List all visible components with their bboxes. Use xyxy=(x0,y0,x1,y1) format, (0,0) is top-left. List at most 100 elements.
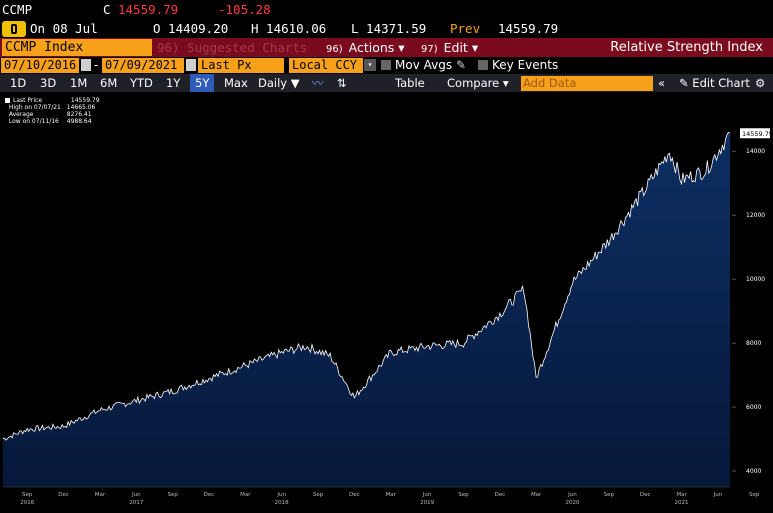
suggested-charts-button[interactable]: 96) Suggested Charts xyxy=(157,40,308,55)
caret-down-icon: ▼ xyxy=(290,76,300,90)
caret-down-icon: ▾ xyxy=(502,76,509,90)
x-month-tick-label: Jun xyxy=(567,492,577,498)
legend-high-label: High on 07/07/21 xyxy=(8,104,61,111)
chart-legend: Last Price 14559.79 High on 07/07/21 146… xyxy=(5,97,100,125)
x-month-tick-label: Sep xyxy=(458,492,469,498)
x-year-tick-label: 2018 xyxy=(275,500,289,506)
start-date-input[interactable]: 07/10/2016 xyxy=(1,58,79,73)
ticker-label: CCMP xyxy=(2,2,33,17)
period-max-button[interactable]: Max xyxy=(224,76,248,90)
edit-menu[interactable]: 97) Edit ▾ xyxy=(421,39,478,56)
x-month-tick-label: Mar xyxy=(676,492,687,498)
legend-high-value: 14665.06 xyxy=(66,104,96,111)
legend-low-label: Low on 07/11/16 xyxy=(8,118,59,125)
x-year-tick-label: 2019 xyxy=(420,500,434,506)
open-value: O 14409.20 xyxy=(153,21,229,36)
prev-value: 14559.79 xyxy=(498,21,559,36)
compare-label: Compare xyxy=(447,76,500,90)
calendar-icon[interactable] xyxy=(81,59,91,71)
period-ytd-button[interactable]: YTD xyxy=(130,76,153,90)
price-line xyxy=(2,131,731,441)
legend-average: Average 8276.41 xyxy=(5,111,100,118)
x-year-tick-label: 2021 xyxy=(675,500,689,506)
last-value-box xyxy=(740,128,770,139)
chart-type-icon[interactable]: ⇅ xyxy=(337,76,347,90)
x-month-tick-label: Sep xyxy=(313,492,324,498)
caret-down-icon: ▾ xyxy=(398,40,405,55)
edit-chart-button[interactable]: ✎ Edit Chart xyxy=(679,74,750,92)
gear-icon[interactable]: ⚙ xyxy=(755,76,766,90)
y-tick-label: 4000 xyxy=(746,468,761,475)
y-tick-label: 8000 xyxy=(746,340,761,347)
end-date-input[interactable]: 07/09/2021 xyxy=(102,58,184,73)
x-month-tick-label: Dec xyxy=(494,492,505,498)
last-value-label: 14559.79 xyxy=(742,130,773,138)
y-tick-label: 14000 xyxy=(746,148,765,155)
close-label: C xyxy=(103,2,111,17)
currency-dropdown-icon[interactable]: ▾ xyxy=(364,59,376,71)
legend-average-label: Average xyxy=(8,111,34,118)
table-button[interactable]: Table xyxy=(395,76,425,90)
edit-number: 97) xyxy=(421,44,438,55)
period-1y-button[interactable]: 1Y xyxy=(166,76,181,90)
price-chart-svg: 4000 6000 8000 10000 12000 14000 14559.79 Sep De… xyxy=(2,128,773,506)
y-tick-label: 10000 xyxy=(746,276,765,283)
legend-last-price-label: Last Price xyxy=(13,97,43,104)
period-1m-button[interactable]: 1M xyxy=(70,76,88,90)
lock-icon[interactable] xyxy=(2,21,26,37)
x-year-tick-label: 2016 xyxy=(20,500,34,506)
legend-swatch xyxy=(5,98,10,103)
quote-row: CCMP C 14559.79 -105.28 xyxy=(0,0,773,20)
price-chart[interactable]: 4000 6000 8000 10000 12000 14000 14559.79 Sep De… xyxy=(0,92,773,513)
period-5y-button[interactable]: 5Y xyxy=(190,74,215,92)
x-month-tick-label: Sep xyxy=(22,492,33,498)
edit-chart-label: Edit Chart xyxy=(692,76,750,90)
period-3d-button[interactable]: 3D xyxy=(40,76,57,90)
x-month-tick-label: Mar xyxy=(386,492,397,498)
line-chart-icon[interactable]: 〰 xyxy=(312,76,324,90)
caret-down-icon: ▾ xyxy=(471,40,479,55)
price-area xyxy=(3,132,730,487)
field-select[interactable]: Last Px xyxy=(198,58,284,73)
x-month-tick-label: Sep xyxy=(604,492,615,498)
x-month-tick-label: Sep xyxy=(749,492,760,498)
prev-label: Prev xyxy=(450,21,481,36)
key-events-label: Key Events xyxy=(492,58,559,72)
period-1d-button[interactable]: 1D xyxy=(10,76,27,90)
x-month-tick-label: Jun xyxy=(422,492,432,498)
actions-menu[interactable]: 96) Actions ▾ xyxy=(326,39,405,56)
edit-label: Edit xyxy=(443,40,468,55)
compare-menu[interactable]: Compare ▾ xyxy=(447,74,509,92)
high-value: H 14610.06 xyxy=(251,21,327,36)
price-change: -105.28 xyxy=(218,2,271,17)
x-month-tick-label: Mar xyxy=(95,492,106,498)
x-month-tick-label: Dec xyxy=(640,492,651,498)
x-month-tick-label: Sep xyxy=(167,492,178,498)
frequency-select[interactable]: Daily ▼ xyxy=(258,74,300,92)
security-input[interactable]: CCMP Index xyxy=(2,39,152,56)
last-price: 14559.79 xyxy=(118,2,179,17)
x-month-tick-label: Jun xyxy=(131,492,141,498)
range-dash: - xyxy=(94,58,99,72)
calendar-icon[interactable] xyxy=(186,59,196,71)
study-title: Relative Strength Index xyxy=(610,40,763,55)
legend-low: Low on 07/11/16 4988.64 xyxy=(5,118,100,125)
actions-label: Actions xyxy=(348,40,395,55)
legend-last-price-value: 14559.79 xyxy=(70,97,100,104)
period-6m-button[interactable]: 6M xyxy=(100,76,118,90)
x-year-tick-label: 2017 xyxy=(129,500,143,506)
command-bar: CCMP Index 96) Suggested Charts 96) Acti… xyxy=(0,38,773,57)
period-toolbar: 1D 3D 1M 6M YTD 1Y 5Y Max Daily ▼ 〰 ⇅ Ta… xyxy=(0,74,773,92)
legend-high: High on 07/07/21 14665.06 xyxy=(5,104,100,111)
add-data-input[interactable]: Add Data xyxy=(521,76,653,91)
x-month-tick-label: Jun xyxy=(713,492,723,498)
x-year-tick-label: 2020 xyxy=(565,500,579,506)
mov-avgs-checkbox[interactable] xyxy=(381,60,391,70)
legend-low-value: 4988.64 xyxy=(66,118,92,125)
collapse-icon[interactable]: « xyxy=(658,76,666,90)
currency-select[interactable]: Local CCY xyxy=(289,58,363,73)
pencil-icon[interactable]: ✎ xyxy=(456,58,467,72)
mov-avgs-label: Mov Avgs xyxy=(395,58,453,72)
key-events-checkbox[interactable] xyxy=(478,60,488,70)
x-month-tick-label: Dec xyxy=(349,492,360,498)
